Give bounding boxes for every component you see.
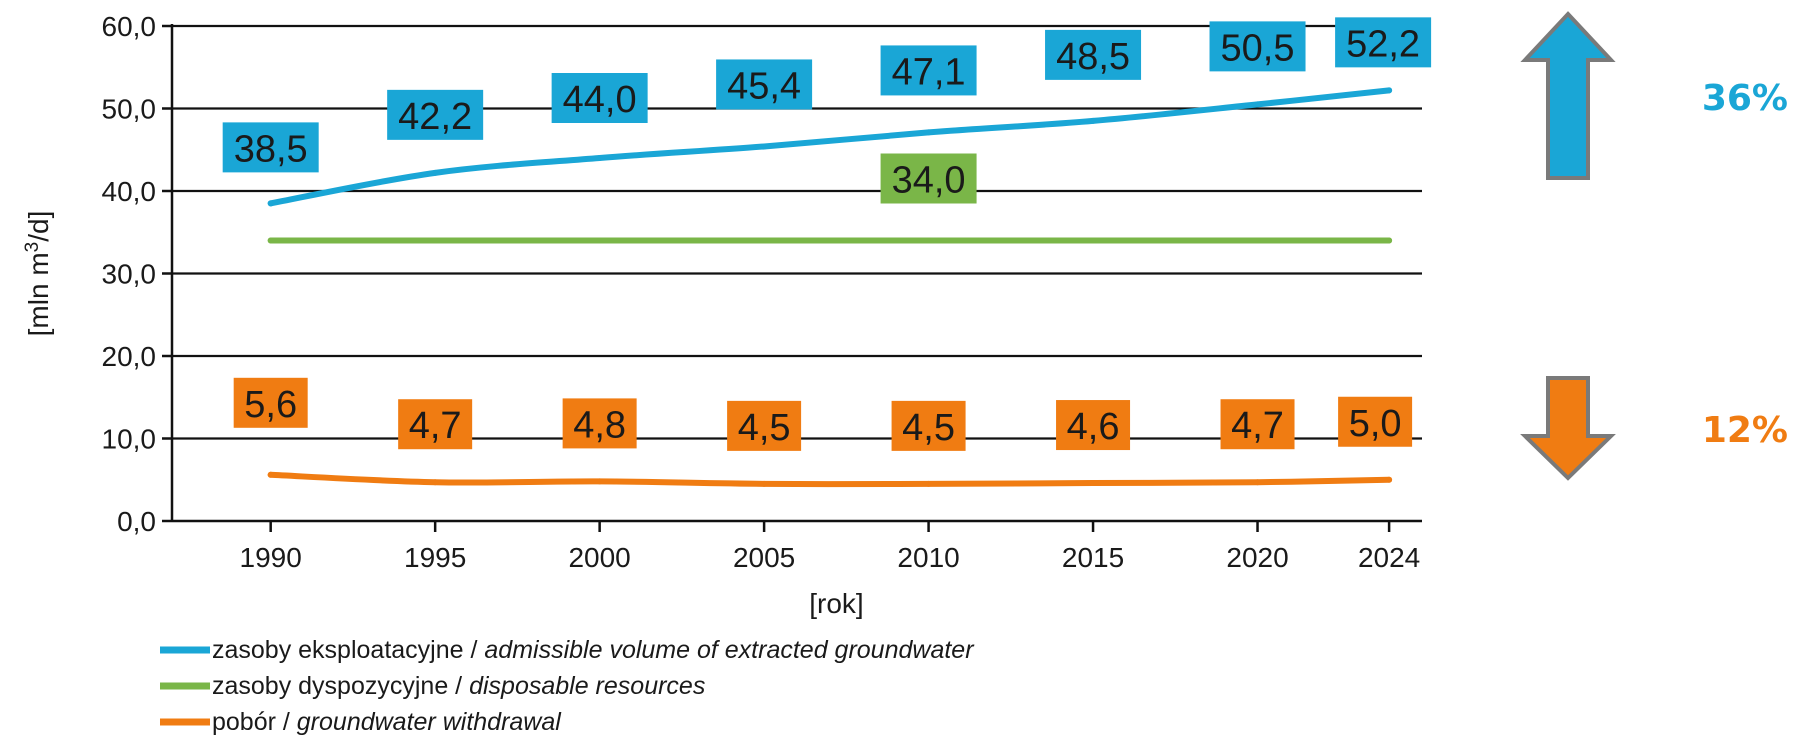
data-label-withdrawal-2000: 4,8: [573, 404, 626, 446]
x-tick-label-2020: 2020: [1226, 542, 1288, 573]
y-tick-label-50: 50,0: [102, 94, 157, 125]
data-point-withdrawal-1990: [267, 471, 274, 478]
x-tick-label-2010: 2010: [897, 542, 959, 573]
x-tick-label-2015: 2015: [1062, 542, 1124, 573]
data-label-box-disposable-2010: [880, 153, 977, 204]
data-label-withdrawal-2024: 5,0: [1349, 403, 1402, 445]
data-point-withdrawal-2015: [1090, 480, 1097, 487]
data-label-box-exploitable-2015: [1045, 29, 1142, 80]
x-tick-label-2000: 2000: [568, 542, 630, 573]
data-point-exploitable-2015: [1090, 117, 1097, 124]
data-label-box-withdrawal-2005: [727, 400, 802, 451]
y-tick-label-30: 30,0: [102, 259, 157, 290]
legend-label-exploitable: zasoby eksploatacyjne / admissible volum…: [212, 636, 975, 664]
data-point-disposable-1990: [267, 237, 274, 244]
data-point-disposable-2024: [1386, 237, 1393, 244]
data-label-withdrawal-1990: 5,6: [244, 384, 297, 426]
data-point-disposable-1995: [432, 237, 439, 244]
data-label-withdrawal-1995: 4,7: [409, 405, 462, 447]
x-tick-label-1990: 1990: [240, 542, 302, 573]
data-label-box-withdrawal-2020: [1220, 399, 1295, 450]
data-point-exploitable-1990: [267, 200, 274, 207]
data-point-exploitable-2010: [925, 129, 932, 136]
data-label-box-withdrawal-2024: [1338, 396, 1413, 447]
data-label-box-exploitable-2010: [880, 45, 977, 96]
arrow-down-icon: [1520, 376, 1616, 481]
series-line-exploitable: [267, 87, 1393, 207]
data-label-withdrawal-2015: 4,6: [1067, 406, 1120, 448]
data-point-disposable-2010: [925, 237, 932, 244]
data-label-withdrawal-2010: 4,5: [902, 407, 955, 449]
data-point-withdrawal-2010: [925, 480, 932, 487]
x-tick-label-1995: 1995: [404, 542, 466, 573]
data-label-disposable-2010: 34,0: [892, 160, 966, 202]
data-label-box-withdrawal-2010: [891, 400, 966, 451]
legend-label-withdrawal: pobór / groundwater withdrawal: [212, 708, 562, 736]
data-point-disposable-2015: [1090, 237, 1097, 244]
data-label-exploitable-1990: 38,5: [234, 128, 308, 170]
data-point-withdrawal-2000: [596, 478, 603, 485]
data-point-withdrawal-2020: [1254, 479, 1261, 486]
data-label-exploitable-2020: 50,5: [1221, 27, 1295, 69]
data-label-box-exploitable-2000: [551, 73, 648, 123]
annotation-increase: 36%: [1702, 78, 1788, 119]
data-label-box-exploitable-1995: [387, 89, 484, 140]
data-label-box-exploitable-2020: [1209, 21, 1306, 72]
annotation-decrease: 12%: [1702, 410, 1788, 451]
data-label-withdrawal-2005: 4,5: [738, 407, 791, 449]
data-point-disposable-2020: [1254, 237, 1261, 244]
data-label-exploitable-2005: 45,4: [727, 65, 801, 107]
data-point-exploitable-2000: [596, 155, 603, 161]
data-point-disposable-2005: [761, 237, 768, 244]
legend-label-disposable: zasoby dyspozycyjne / disposable resourc…: [212, 672, 705, 700]
y-axis-title: [mln m3/d]: [22, 211, 54, 337]
data-point-withdrawal-1995: [432, 479, 439, 486]
data-label-exploitable-2024: 52,2: [1346, 23, 1420, 65]
data-point-withdrawal-2024: [1386, 476, 1393, 483]
data-label-box-withdrawal-2000: [562, 398, 637, 449]
data-label-box-withdrawal-1990: [233, 377, 308, 428]
data-point-exploitable-2020: [1254, 101, 1261, 108]
y-tick-label-40: 40,0: [102, 176, 157, 207]
arrow-up-icon: [1520, 11, 1616, 180]
data-label-box-exploitable-1990: [222, 122, 319, 173]
data-point-exploitable-2005: [761, 143, 768, 150]
data-label-exploitable-2000: 44,0: [563, 79, 637, 121]
y-tick-label-60: 60,0: [102, 11, 157, 42]
data-label-exploitable-1995: 42,2: [398, 96, 472, 138]
data-point-exploitable-2024: [1386, 87, 1393, 94]
data-point-exploitable-1995: [432, 169, 439, 176]
y-tick-label-0: 0,0: [117, 506, 156, 537]
series-line-withdrawal: [267, 471, 1393, 488]
y-tick-label-10: 10,0: [102, 424, 157, 455]
data-label-box-exploitable-2024: [1335, 17, 1432, 68]
x-axis-title: [rok]: [809, 588, 863, 619]
data-label-exploitable-2015: 48,5: [1056, 36, 1130, 78]
data-label-box-withdrawal-1995: [398, 399, 473, 450]
data-point-withdrawal-2005: [761, 480, 768, 487]
data-point-disposable-2000: [596, 237, 603, 244]
x-tick-label-2005: 2005: [733, 542, 795, 573]
data-label-exploitable-2010: 47,1: [892, 51, 966, 93]
x-tick-label-2024: 2024: [1358, 542, 1420, 573]
data-label-box-withdrawal-2015: [1056, 400, 1131, 451]
y-tick-label-20: 20,0: [102, 341, 157, 372]
data-label-box-exploitable-2005: [716, 59, 813, 110]
data-label-withdrawal-2020: 4,7: [1231, 405, 1284, 447]
